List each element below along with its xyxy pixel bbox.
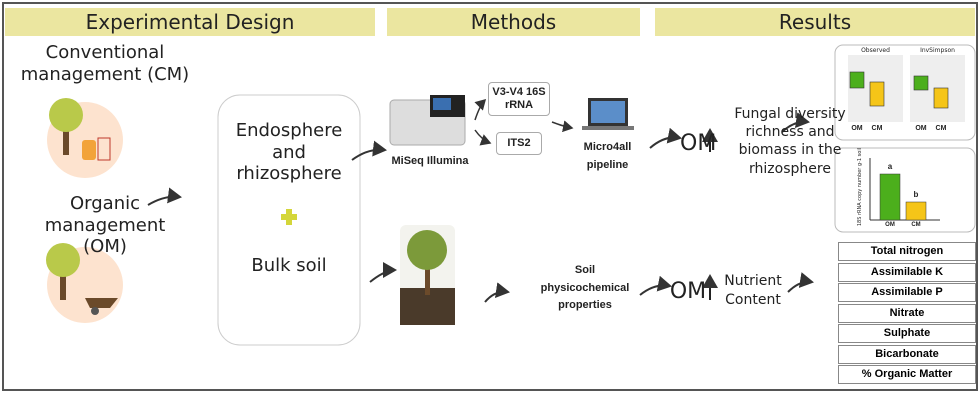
bar-ylabel: 18S rRNA copy number g-1 soil (857, 147, 863, 227)
header: Methods (387, 8, 640, 36)
region-16s: V3-V4 16S rRNA (488, 82, 550, 117)
nutrient-row: Assimilable K (838, 262, 976, 282)
box (869, 81, 885, 107)
significance-label: a (887, 162, 893, 171)
plus (281, 209, 297, 225)
nutrient-row: Assimilable P (838, 283, 976, 302)
nutrient-row: Sulphate (838, 324, 976, 343)
box (933, 87, 949, 109)
nutrient-row: Bicarbonate (838, 344, 976, 364)
x-label: OM (851, 125, 863, 132)
fungal-result: Fungal diversity richness and biomass in… (734, 106, 846, 177)
x-label: CM (911, 222, 921, 228)
significance-label: b (913, 190, 919, 199)
bar (905, 201, 927, 221)
bar (879, 173, 901, 221)
nutrient-row: Nitrate (838, 303, 976, 323)
om-label: Organic management (OM) (44, 193, 166, 258)
om-result: OM (669, 279, 707, 304)
nutrient-row: Total nitrogen (838, 242, 976, 261)
soil-label: Soil physicochemical properties (540, 264, 630, 312)
panel-title: Observed (861, 47, 890, 54)
header: Experimental Design (5, 8, 375, 36)
header: Results (655, 8, 975, 36)
pipeline-label: Micro4all pipeline (583, 141, 632, 171)
box (849, 71, 865, 89)
x-label: CM (871, 125, 883, 132)
barplot-panel (834, 147, 976, 233)
box (913, 75, 929, 91)
region-its: ITS2 (496, 132, 542, 156)
compartments: Endosphere and rhizosphere (235, 120, 343, 185)
om-result: OM (680, 131, 717, 156)
bulk-soil: Bulk soil (251, 255, 327, 276)
panel-title: InvSimpson (920, 47, 955, 54)
nutrient-result: Nutrient Content (724, 273, 782, 308)
nutrient-row: % Organic Matter (838, 365, 976, 384)
x-label: CM (935, 125, 947, 132)
x-label: OM (885, 222, 895, 228)
cm-label: Conventional management (CM) (20, 42, 190, 85)
sequencer-label: MiSeq Illumina (391, 155, 469, 167)
x-label: OM (915, 125, 927, 132)
